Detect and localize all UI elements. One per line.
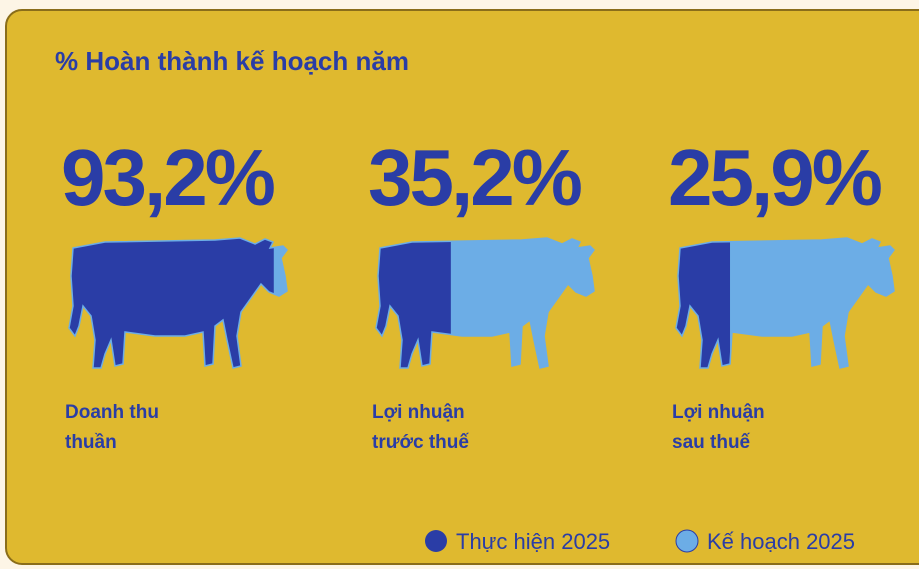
- category-label: Doanh thu thuần: [65, 402, 159, 453]
- legend-label: Kế hoạch 2025: [707, 529, 855, 554]
- value-label: 93,2%: [61, 133, 275, 222]
- category-label: Lợi nhuận sau thuế: [672, 402, 765, 453]
- chart-title: % Hoàn thành kế hoạch năm: [55, 46, 409, 76]
- cow-outline: [375, 237, 595, 369]
- cow-outline: [68, 237, 288, 369]
- legend-label: Thực hiện 2025: [456, 529, 610, 554]
- value-label: 25,9%: [668, 133, 882, 222]
- cow-outline: [675, 237, 895, 369]
- legend-swatch: [425, 530, 447, 552]
- legend-swatch: [675, 529, 699, 553]
- category-label: Lợi nhuận trước thuế: [372, 402, 469, 453]
- value-label: 35,2%: [368, 133, 582, 222]
